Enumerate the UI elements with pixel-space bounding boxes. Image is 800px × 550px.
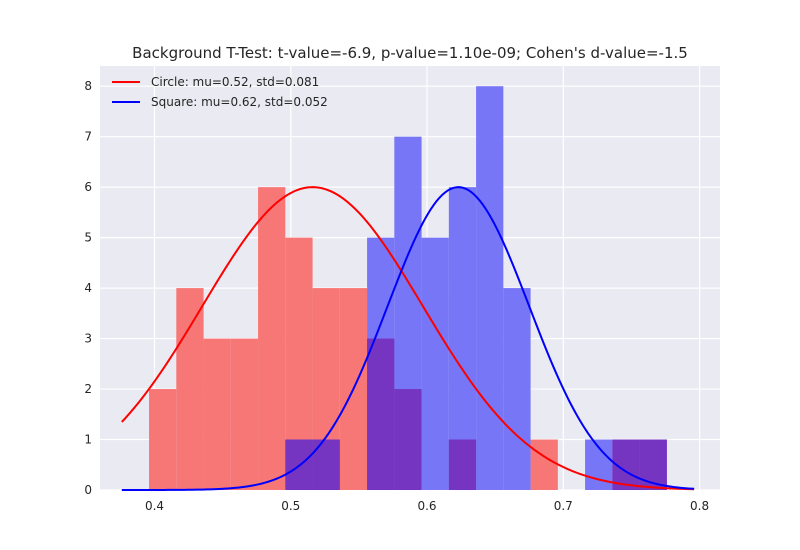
overlap-bar [448, 439, 477, 490]
x-tick-label: 0.6 [417, 499, 436, 513]
square-bar [421, 237, 449, 490]
circle-bar [530, 439, 558, 490]
circle-bar [258, 187, 286, 490]
overlap-bar [639, 439, 667, 490]
y-tick-label: 0 [84, 483, 92, 497]
circle-bar [149, 389, 177, 490]
legend-label: Square: mu=0.62, std=0.052 [151, 95, 328, 109]
square-bar [476, 86, 504, 490]
x-tick-label: 0.4 [145, 499, 164, 513]
y-tick-label: 2 [84, 382, 92, 396]
y-tick-label: 5 [84, 231, 92, 245]
x-tick-label: 0.8 [690, 499, 709, 513]
circle-bar [176, 288, 204, 490]
x-axis-ticks: 0.4 0.5 0.6 0.7 0.8 [145, 499, 709, 513]
circle-bar [203, 338, 231, 490]
legend: Circle: mu=0.52, std=0.081 Square: mu=0.6… [112, 75, 328, 109]
y-tick-label: 6 [84, 180, 92, 194]
square-density-curve [121, 186, 695, 491]
y-tick-label: 3 [84, 332, 92, 346]
circle-density-curve [121, 186, 695, 491]
square-bar [503, 288, 531, 490]
overlap-bar [367, 338, 395, 490]
chart-title: Background T-Test: t-value=-6.9, p-value… [132, 44, 688, 62]
y-tick-label: 4 [84, 281, 92, 295]
y-axis-ticks: 0 1 2 3 4 5 6 7 8 [84, 79, 92, 497]
overlap-bar [312, 439, 340, 490]
circle-bar [230, 338, 259, 490]
density-curves [121, 186, 695, 491]
y-tick-label: 8 [84, 79, 92, 93]
y-tick-label: 1 [84, 433, 92, 447]
legend-label: Circle: mu=0.52, std=0.081 [151, 75, 319, 89]
y-tick-label: 7 [84, 130, 92, 144]
x-tick-label: 0.7 [554, 499, 573, 513]
x-tick-label: 0.5 [281, 499, 300, 513]
histogram-bars [149, 86, 667, 490]
overlap-bar [394, 389, 422, 490]
